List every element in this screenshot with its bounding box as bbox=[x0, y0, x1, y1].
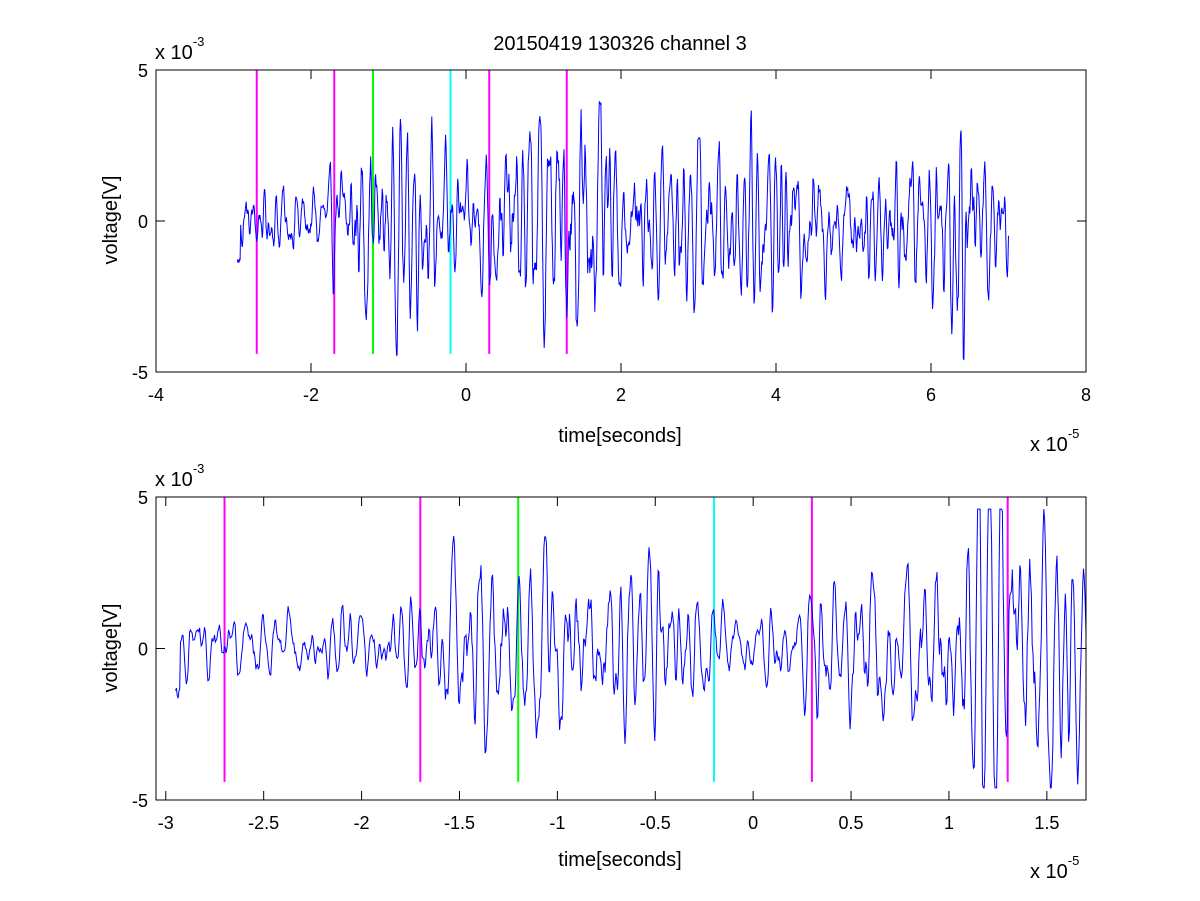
bottom-y-exponent: x 10-3 bbox=[155, 461, 204, 491]
top-y-axis-label: voltage[V] bbox=[100, 176, 122, 265]
top-xtick-label: 0 bbox=[461, 385, 471, 405]
bottom-xtick-label: -2 bbox=[354, 813, 370, 833]
bottom-x-exponent: x 10-5 bbox=[1030, 853, 1079, 883]
bottom-xtick-label: 1.5 bbox=[1034, 813, 1059, 833]
bottom-xtick-label: 0 bbox=[748, 813, 758, 833]
bottom-x-axis-label: time[seconds] bbox=[558, 849, 681, 871]
bottom-ytick-label: 5 bbox=[138, 488, 148, 508]
bottom-signal bbox=[175, 508, 1087, 789]
bottom-subplot: -3 -2.5 -2 -1.5 -1 -0.5 0 0.5 1 1.5 -5 0 5 time[seco… bbox=[100, 461, 1087, 883]
chart-title: 20150419 130326 channel 3 bbox=[493, 33, 747, 55]
bottom-xtick-label: -2.5 bbox=[248, 813, 279, 833]
top-xtick-label: 2 bbox=[616, 385, 626, 405]
bottom-ytick-label: 0 bbox=[138, 640, 148, 660]
top-x-axis-label: time[seconds] bbox=[558, 425, 681, 447]
bottom-xtick-label: -1 bbox=[549, 813, 565, 833]
top-ticks: -4 -2 0 2 4 6 8 -5 0 5 bbox=[132, 61, 1091, 405]
top-subplot: 20150419 130326 channel 3 -4 -2 0 2 4 6 8-505 … bbox=[100, 33, 1091, 456]
top-signal bbox=[236, 100, 1009, 361]
top-y-exponent: x 10-3 bbox=[155, 34, 204, 64]
bottom-xtick-label: -0.5 bbox=[640, 813, 671, 833]
top-ytick-label: -5 bbox=[132, 363, 148, 383]
bottom-xtick-label: -3 bbox=[158, 813, 174, 833]
bottom-signal-trace bbox=[175, 508, 1087, 789]
top-xtick-label: 8 bbox=[1081, 385, 1091, 405]
top-signal-trace bbox=[236, 100, 1009, 361]
top-ytick-label: 0 bbox=[138, 212, 148, 232]
bottom-axes-frame bbox=[155, 496, 1087, 801]
bottom-ticks: -3 -2.5 -2 -1.5 -1 -0.5 0 0.5 1 1.5 -5 0 5 bbox=[132, 488, 1086, 833]
bottom-xtick-label: 1 bbox=[944, 813, 954, 833]
bottom-xtick-label: -1.5 bbox=[444, 813, 475, 833]
bottom-ytick-label: -5 bbox=[132, 791, 148, 811]
top-xtick-label: 6 bbox=[926, 385, 936, 405]
top-ytick-label: 5 bbox=[138, 61, 148, 81]
top-xtick-label: 4 bbox=[771, 385, 781, 405]
top-axes-frame bbox=[155, 69, 1087, 373]
top-x-exponent: x 10-5 bbox=[1030, 426, 1079, 456]
bottom-xtick-label: 0.5 bbox=[839, 813, 864, 833]
top-marker-lines bbox=[255, 70, 568, 354]
top-xtick-label: -2 bbox=[303, 385, 319, 405]
top-xtick-label: -4 bbox=[148, 385, 164, 405]
bottom-y-axis-label: voltage[V] bbox=[100, 604, 122, 693]
bottom-marker-lines bbox=[223, 497, 1009, 782]
